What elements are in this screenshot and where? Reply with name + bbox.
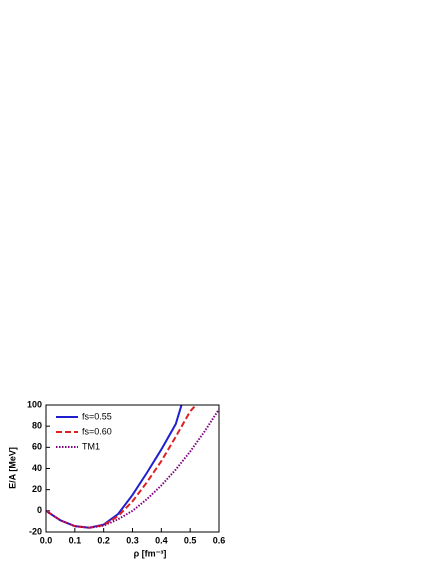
y-axis-label: E/A [MeV] (7, 447, 17, 489)
x-tick-label: 0.1 (69, 535, 82, 545)
legend-label: fs=0.60 (82, 426, 112, 436)
x-tick-label: 0.4 (155, 535, 168, 545)
y-tick-label: 20 (32, 484, 42, 494)
line-series (46, 405, 183, 529)
x-tick-label: 0.2 (97, 535, 110, 545)
x-tick-label: 0.5 (184, 535, 197, 545)
legend-label: TM1 (82, 441, 100, 451)
y-tick-label: 100 (27, 399, 42, 409)
y-tick-label: 40 (32, 463, 42, 473)
x-tick-label: 0.0 (40, 535, 53, 545)
y-tick-label: -20 (29, 526, 42, 536)
x-axis-label: ρ [fm⁻³] (134, 548, 167, 558)
y-tick-label: 80 (32, 421, 42, 431)
y-tick-label: 60 (32, 442, 42, 452)
legend-label: fs=0.55 (82, 411, 112, 421)
line-series (46, 408, 219, 529)
plot-frame (45, 404, 220, 533)
y-tick-label: 0 (37, 505, 42, 515)
x-tick-label: 0.3 (126, 535, 139, 545)
x-tick-label: 0.6 (213, 535, 226, 545)
